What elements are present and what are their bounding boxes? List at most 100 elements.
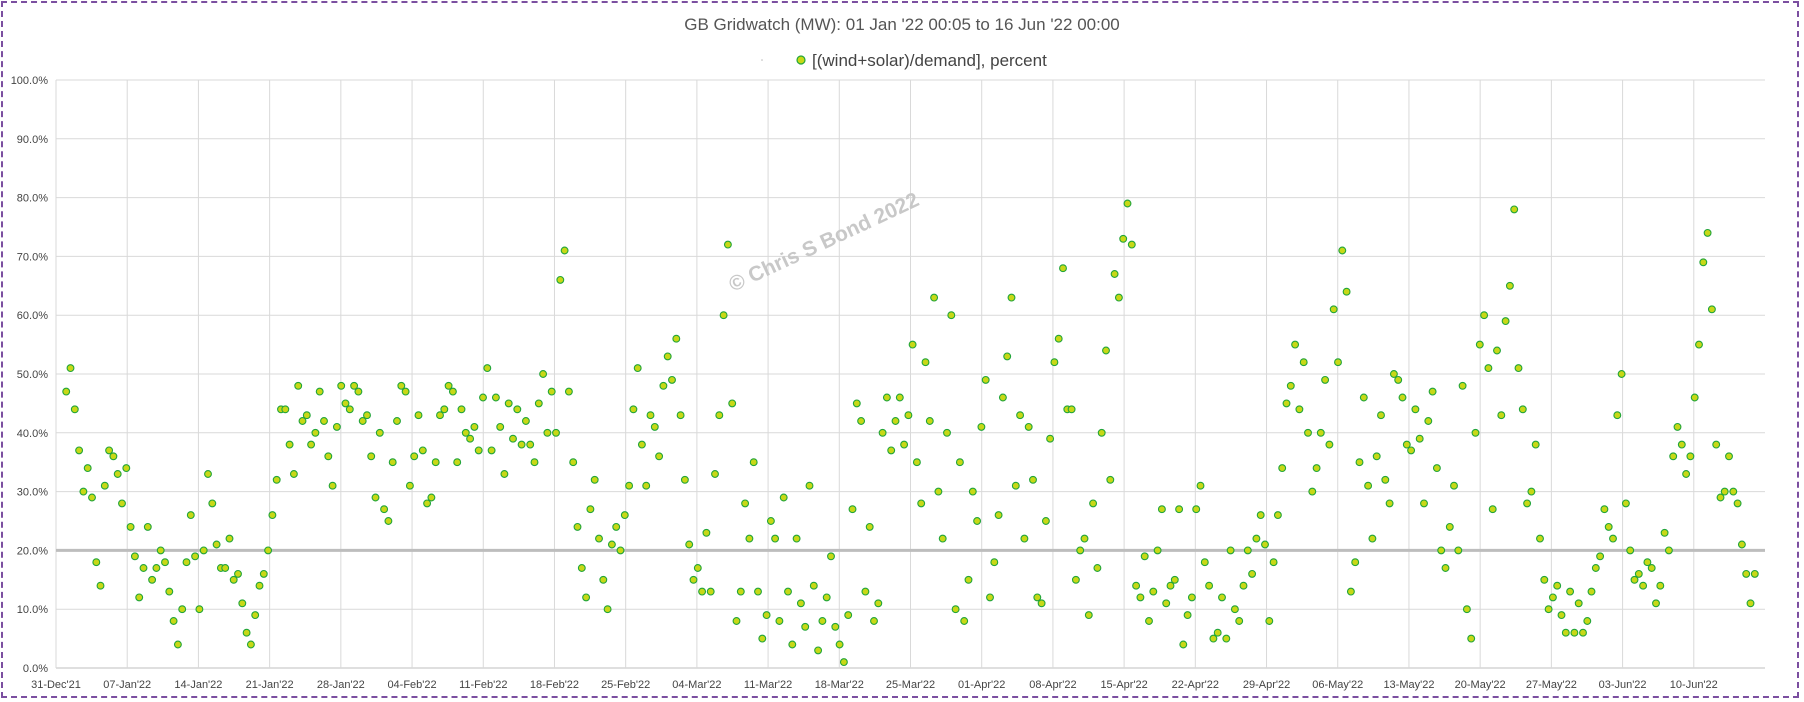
data-point <box>912 458 921 467</box>
data-point <box>1140 552 1149 561</box>
data-point <box>1175 505 1184 514</box>
data-point <box>625 481 634 490</box>
data-point <box>771 534 780 543</box>
data-point <box>1424 417 1433 425</box>
data-point <box>1480 311 1489 320</box>
data-point <box>1428 387 1437 396</box>
data-point <box>1377 411 1385 420</box>
data-point <box>75 446 84 455</box>
data-point <box>1660 528 1669 537</box>
data-point <box>1561 628 1570 637</box>
data-point <box>294 381 303 390</box>
data-point <box>1664 546 1673 555</box>
y-tick-label: 70.0% <box>17 251 48 263</box>
data-point <box>582 593 591 602</box>
data-point <box>934 487 943 496</box>
data-point <box>930 293 939 302</box>
data-point <box>397 381 406 390</box>
data-point <box>1286 381 1295 390</box>
data-point <box>590 475 599 484</box>
data-point <box>1243 546 1252 555</box>
legend-label: [(wind+solar)/demand], percent <box>812 51 1047 70</box>
chart-title: GB Gridwatch (MW): 01 Jan '22 00:05 to 1… <box>684 15 1120 34</box>
grid <box>55 79 1765 669</box>
data-point <box>530 458 539 467</box>
data-point <box>745 534 754 543</box>
x-tick-label: 29-Apr'22 <box>1243 679 1290 691</box>
data-point <box>1003 352 1012 361</box>
data-point <box>1136 593 1145 602</box>
data-point <box>736 587 745 596</box>
x-tick-label: 18-Feb'22 <box>530 679 579 691</box>
data-point <box>100 481 109 490</box>
data-point <box>655 452 664 461</box>
data-point <box>1102 346 1110 355</box>
data-point <box>672 334 681 343</box>
data-point <box>861 587 870 596</box>
data-point <box>994 511 1003 520</box>
data-point <box>388 458 397 467</box>
data-point <box>298 417 307 425</box>
x-tick-label: 07-Jan'22 <box>103 679 151 691</box>
data-point <box>1617 370 1626 378</box>
data-point <box>1682 470 1691 478</box>
data-point <box>161 558 169 567</box>
data-point <box>715 411 724 420</box>
data-point <box>1024 422 1033 431</box>
data-point <box>79 487 88 496</box>
data-point <box>444 381 453 390</box>
data-point <box>1372 452 1381 461</box>
data-point <box>1647 564 1656 572</box>
data-point <box>307 440 316 449</box>
data-point <box>1596 552 1605 561</box>
y-tick-label: 80.0% <box>17 193 48 205</box>
data-point <box>689 575 698 584</box>
data-point <box>818 617 827 625</box>
data-point <box>620 511 629 520</box>
data-point <box>685 540 694 549</box>
data-point <box>268 511 277 520</box>
data-point <box>1557 611 1566 620</box>
data-point <box>595 534 603 543</box>
y-axis-ticks: 0.0% 10.0% 20.0% 30.0% 40.0% 50.0% 60.0% 70.0% 8… <box>11 75 49 675</box>
data-point <box>393 417 401 425</box>
data-point <box>706 587 715 596</box>
data-point <box>1218 593 1226 602</box>
data-point <box>1750 569 1759 578</box>
data-point <box>728 399 737 408</box>
data-point <box>1630 575 1639 584</box>
data-point <box>1084 611 1093 620</box>
x-tick-label: 18-Mar'22 <box>815 679 864 691</box>
data-point <box>741 499 750 508</box>
data-point <box>1587 587 1596 596</box>
data-point <box>199 546 208 555</box>
data-point <box>186 511 195 520</box>
data-point <box>668 375 676 384</box>
data-point <box>534 399 543 408</box>
data-point <box>839 658 848 667</box>
data-point <box>865 522 874 531</box>
x-tick-label: 31-Dec'21 <box>31 679 81 691</box>
data-point <box>711 470 719 478</box>
data-point <box>1540 575 1549 584</box>
data-point <box>754 587 762 596</box>
data-point <box>1544 605 1553 614</box>
data-point <box>917 499 926 508</box>
data-point <box>779 493 788 502</box>
data-point <box>221 564 230 572</box>
data-point <box>1145 617 1153 625</box>
data-point <box>410 452 419 461</box>
data-point <box>663 352 672 361</box>
data-point <box>788 640 797 649</box>
data-point <box>676 411 685 420</box>
data-point <box>904 411 913 420</box>
data-point <box>272 475 281 484</box>
data-point <box>1737 540 1746 549</box>
data-point <box>315 387 324 396</box>
data-point <box>1196 481 1205 490</box>
data-point <box>1484 364 1493 373</box>
data-point <box>371 493 380 502</box>
data-point <box>964 575 973 584</box>
data-point <box>1643 558 1652 567</box>
